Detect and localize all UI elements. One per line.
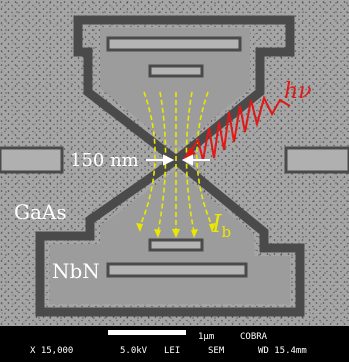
- left-lead: [0, 146, 64, 174]
- mode-label: LEI: [164, 346, 180, 356]
- gap-arrows: [146, 154, 210, 166]
- current-label: Ib: [211, 210, 231, 241]
- photon-arrowhead: [183, 147, 196, 160]
- detector-label: COBRA: [240, 332, 268, 342]
- scale-label: 1μm: [198, 332, 214, 342]
- nbn-film-top: [98, 28, 250, 150]
- film-label: NbN: [52, 259, 100, 283]
- bottom-contact-strip: [148, 238, 204, 252]
- arrowheads: [136, 223, 216, 238]
- voltage-label: 5.0kV: [120, 346, 148, 356]
- gap-width-label: 150 nm: [70, 150, 139, 171]
- scale-bar: [108, 330, 186, 335]
- top-contact-strip-2: [148, 64, 204, 78]
- photon-wave: [189, 95, 291, 161]
- instrument-label: SEM: [208, 346, 225, 356]
- bottom-contact-strip-2: [106, 262, 248, 278]
- photon-label: hν: [284, 79, 312, 104]
- right-lead: [284, 146, 349, 174]
- substrate-label: GaAs: [14, 200, 67, 224]
- magnification-label: X 15,000: [30, 346, 73, 356]
- nbn-bowtie-trench: [35, 15, 305, 317]
- top-contact-strip: [106, 36, 242, 52]
- working-distance-label: WD 15.4mm: [258, 346, 307, 356]
